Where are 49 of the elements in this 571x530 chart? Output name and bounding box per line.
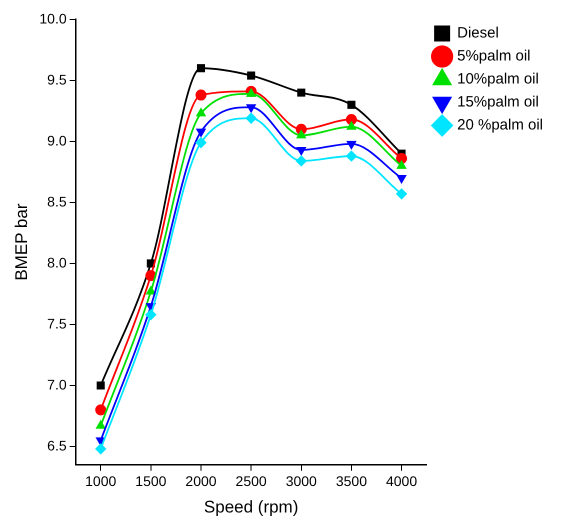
y-tick-label: 9.0	[47, 132, 67, 148]
y-axis-title: BMEP bar	[12, 203, 31, 281]
point	[246, 112, 257, 124]
legend-label: 10%palm oil	[457, 70, 539, 88]
point	[96, 381, 105, 390]
point	[346, 150, 357, 162]
x-tick-label: 1500	[135, 473, 167, 490]
y-tick-label: 8.0	[47, 254, 67, 270]
point	[95, 404, 106, 416]
point	[196, 64, 206, 72]
point	[296, 155, 307, 166]
point	[246, 88, 256, 97]
point	[95, 443, 106, 454]
point	[396, 175, 406, 184]
point	[396, 160, 406, 169]
point	[196, 128, 206, 138]
point	[247, 71, 256, 80]
point	[346, 121, 356, 130]
y-tick-label: 6.5	[47, 437, 67, 454]
point	[346, 140, 356, 150]
x-axis-title: Speed (rpm)	[204, 497, 298, 516]
point	[296, 146, 306, 156]
y-tick-label: 7.0	[47, 376, 67, 392]
y-tick-label: 10.0	[39, 10, 67, 26]
y-tick-label: 8.5	[47, 193, 67, 210]
point	[347, 100, 356, 109]
legend-label: Diesel	[457, 24, 499, 42]
legend-label: 20 %palm oil	[457, 116, 544, 134]
x-tick-label: 2500	[236, 473, 267, 490]
point	[196, 108, 206, 116]
x-tick-label: 1000	[85, 473, 116, 490]
point	[246, 104, 256, 113]
legend-label: 15%palm oil	[457, 94, 539, 111]
y-tick-label: 9.5	[47, 71, 67, 88]
point	[146, 286, 156, 295]
point	[195, 90, 206, 101]
point	[195, 137, 206, 148]
x-tick-label: 4000	[386, 473, 418, 490]
x-tick-label: 3500	[336, 473, 368, 490]
y-tick-label: 7.5	[47, 315, 67, 332]
legend-label: 5%palm oil	[457, 48, 530, 65]
point	[296, 130, 306, 138]
x-tick-label: 3000	[286, 473, 318, 490]
point	[297, 88, 306, 97]
x-tick-label: 2000	[185, 473, 217, 490]
point	[145, 309, 156, 320]
point	[396, 188, 408, 200]
point	[346, 114, 357, 125]
point	[96, 420, 106, 429]
